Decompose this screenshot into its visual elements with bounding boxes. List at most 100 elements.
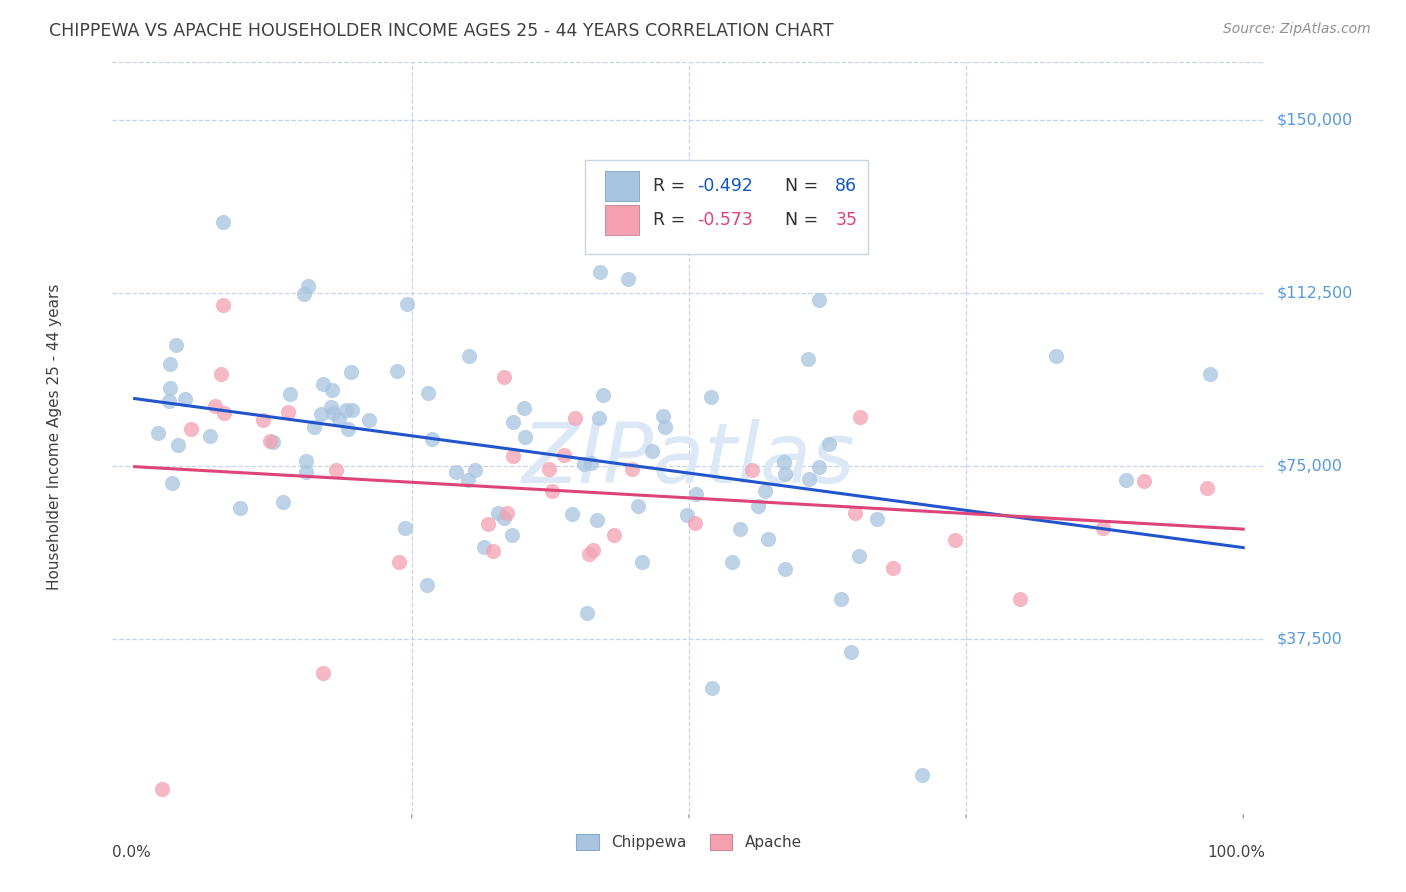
Point <box>1199 367 1222 381</box>
Text: R =: R = <box>654 178 690 195</box>
Point <box>160 475 183 490</box>
Point <box>492 370 515 384</box>
Text: $75,000: $75,000 <box>1277 458 1343 474</box>
Text: N =: N = <box>775 178 824 195</box>
Point <box>945 533 967 548</box>
Point <box>278 387 301 401</box>
Point <box>472 541 495 555</box>
Point <box>541 484 564 499</box>
Point <box>444 465 467 479</box>
Point <box>654 419 676 434</box>
Point <box>685 487 707 501</box>
Point <box>312 376 335 391</box>
Text: Householder Income Ages 25 - 44 years: Householder Income Ages 25 - 44 years <box>48 284 62 591</box>
Point <box>335 402 357 417</box>
Point <box>212 214 235 228</box>
Text: -0.492: -0.492 <box>697 178 752 195</box>
Point <box>747 500 769 514</box>
Point <box>212 297 235 311</box>
Text: $150,000: $150,000 <box>1277 112 1353 128</box>
Point <box>772 455 794 469</box>
Point <box>252 413 274 427</box>
Point <box>165 338 187 352</box>
Point <box>620 461 643 475</box>
Point <box>294 466 316 480</box>
Point <box>357 413 380 427</box>
Text: ZIPatlas: ZIPatlas <box>522 419 856 500</box>
Point <box>848 549 870 564</box>
Point <box>844 507 866 521</box>
Point <box>582 542 605 557</box>
Point <box>294 454 316 468</box>
Text: Source: ZipAtlas.com: Source: ZipAtlas.com <box>1223 22 1371 37</box>
Point <box>849 409 872 424</box>
Point <box>683 516 706 530</box>
Point <box>477 517 499 532</box>
Point <box>700 681 723 695</box>
Point <box>882 561 904 575</box>
Point <box>502 415 524 429</box>
Point <box>1008 592 1031 607</box>
Text: N =: N = <box>775 211 824 228</box>
Text: 86: 86 <box>835 178 858 195</box>
Point <box>513 401 536 416</box>
Text: CHIPPEWA VS APACHE HOUSEHOLDER INCOME AGES 25 - 44 YEARS CORRELATION CHART: CHIPPEWA VS APACHE HOUSEHOLDER INCOME AG… <box>49 22 834 40</box>
Point <box>385 363 408 377</box>
Point <box>494 511 516 525</box>
Point <box>537 462 560 476</box>
Legend: Chippewa, Apache: Chippewa, Apache <box>569 829 808 856</box>
Point <box>741 463 763 477</box>
Point <box>416 385 439 400</box>
Text: 35: 35 <box>835 211 858 228</box>
Point <box>229 501 252 516</box>
Point <box>818 436 841 450</box>
Point <box>321 383 343 397</box>
Point <box>464 463 486 477</box>
FancyBboxPatch shape <box>605 171 640 201</box>
Point <box>180 422 202 436</box>
Point <box>585 512 607 526</box>
Point <box>553 448 575 462</box>
Point <box>420 432 443 446</box>
Point <box>457 473 479 487</box>
Point <box>482 543 505 558</box>
Point <box>808 293 831 308</box>
FancyBboxPatch shape <box>605 205 640 235</box>
Point <box>1045 349 1067 363</box>
Point <box>337 422 360 436</box>
Point <box>676 508 699 522</box>
Point <box>911 768 934 782</box>
Point <box>325 463 347 477</box>
Point <box>395 296 418 310</box>
Point <box>589 265 612 279</box>
Text: $112,500: $112,500 <box>1277 285 1353 301</box>
Point <box>730 522 752 536</box>
Point <box>312 666 335 681</box>
Point <box>150 781 173 796</box>
Point <box>866 512 889 526</box>
Point <box>159 381 181 395</box>
Point <box>564 411 586 425</box>
Point <box>302 420 325 434</box>
Point <box>297 279 319 293</box>
Point <box>501 528 523 542</box>
Point <box>754 484 776 499</box>
Point <box>209 367 232 381</box>
Point <box>495 506 517 520</box>
Point <box>699 390 721 404</box>
Point <box>1115 473 1137 487</box>
Point <box>309 407 332 421</box>
Point <box>513 430 536 444</box>
Point <box>572 457 595 471</box>
Point <box>486 506 509 520</box>
Point <box>578 547 600 561</box>
Point <box>773 562 796 576</box>
Point <box>797 472 820 486</box>
Point <box>756 532 779 546</box>
Point <box>167 438 190 452</box>
Point <box>603 528 626 542</box>
Point <box>575 606 598 620</box>
Point <box>388 555 411 569</box>
Point <box>1133 474 1156 488</box>
Point <box>173 392 195 406</box>
